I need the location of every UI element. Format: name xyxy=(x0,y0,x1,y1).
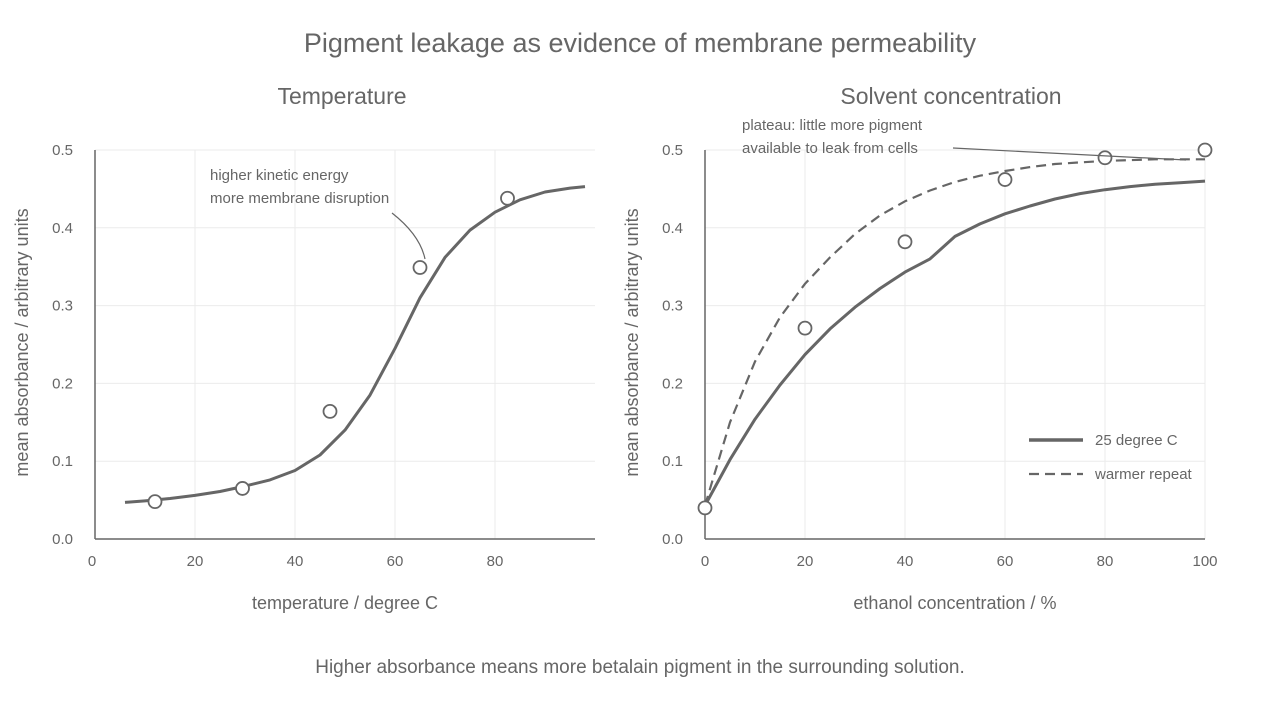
y-tick-label: 0.0 xyxy=(662,531,683,548)
series-line-solid xyxy=(124,185,586,504)
y-tick-label: 0.1 xyxy=(662,453,683,470)
x-tick-label: 0 xyxy=(88,553,96,570)
y-tick-label: 0.3 xyxy=(52,298,73,315)
y-tick-label: 0.5 xyxy=(662,142,683,159)
series-line-solid xyxy=(703,179,1206,507)
y-axis-label: mean absorbance / arbitrary units xyxy=(622,208,642,476)
panel-title: Temperature xyxy=(277,83,406,109)
data-point xyxy=(797,320,813,336)
x-tick-label: 20 xyxy=(187,553,204,570)
x-tick-label: 60 xyxy=(387,553,404,570)
x-tick-label: 40 xyxy=(897,553,914,570)
annotation-leader xyxy=(391,212,426,260)
y-tick-label: 0.0 xyxy=(52,531,73,548)
y-tick-label: 0.4 xyxy=(52,220,73,237)
data-point xyxy=(1197,142,1213,158)
x-tick-label: 0 xyxy=(701,553,709,570)
annotation-leader xyxy=(952,147,1187,161)
x-tick-label: 20 xyxy=(797,553,814,570)
y-axis-label: mean absorbance / arbitrary units xyxy=(12,208,32,476)
annotation-text: more membrane disruption xyxy=(210,190,389,207)
data-point xyxy=(697,500,713,516)
x-axis-label: ethanol concentration / % xyxy=(853,593,1056,613)
x-axis-label: temperature / degree C xyxy=(252,593,438,613)
panel-title: Solvent concentration xyxy=(840,83,1061,109)
x-tick-label: 80 xyxy=(487,553,504,570)
footnote: Higher absorbance means more betalain pi… xyxy=(315,657,965,678)
y-tick-label: 0.3 xyxy=(662,298,683,315)
temperature-panel: Temperature 0.0 0.1 0.2 0.3 0.4 0.5 0 20 40 60 80 te… xyxy=(12,83,595,613)
data-point xyxy=(997,172,1013,187)
y-tick-label: 0.2 xyxy=(662,375,683,392)
y-tick-label: 0.1 xyxy=(52,453,73,470)
series-line-dashed xyxy=(703,158,1205,506)
x-tick-label: 40 xyxy=(287,553,304,570)
data-point xyxy=(500,190,515,206)
y-tick-label: 0.4 xyxy=(662,220,683,237)
solvent-panel: Solvent concentration 0.0 0.1 0.2 0.3 0.4 0.5 0… xyxy=(622,83,1218,613)
y-tick-label: 0.5 xyxy=(52,142,73,159)
data-point xyxy=(322,404,338,419)
y-tick-label: 0.2 xyxy=(52,375,73,392)
annotation-text: available to leak from cells xyxy=(742,140,918,157)
annotation-text: plateau: little more pigment xyxy=(742,117,923,134)
page-title: Pigment leakage as evidence of membrane … xyxy=(303,28,977,58)
x-tick-label: 100 xyxy=(1192,553,1217,570)
data-point xyxy=(412,260,428,275)
data-point xyxy=(235,481,250,496)
annotation-text: higher kinetic energy xyxy=(210,167,349,184)
x-tick-label: 60 xyxy=(997,553,1014,570)
data-point xyxy=(1097,150,1113,166)
data-point xyxy=(897,234,913,250)
legend-label: warmer repeat xyxy=(1094,466,1193,483)
data-point xyxy=(147,494,163,510)
legend-label: 25 degree C xyxy=(1095,432,1178,449)
x-tick-label: 80 xyxy=(1097,553,1114,570)
